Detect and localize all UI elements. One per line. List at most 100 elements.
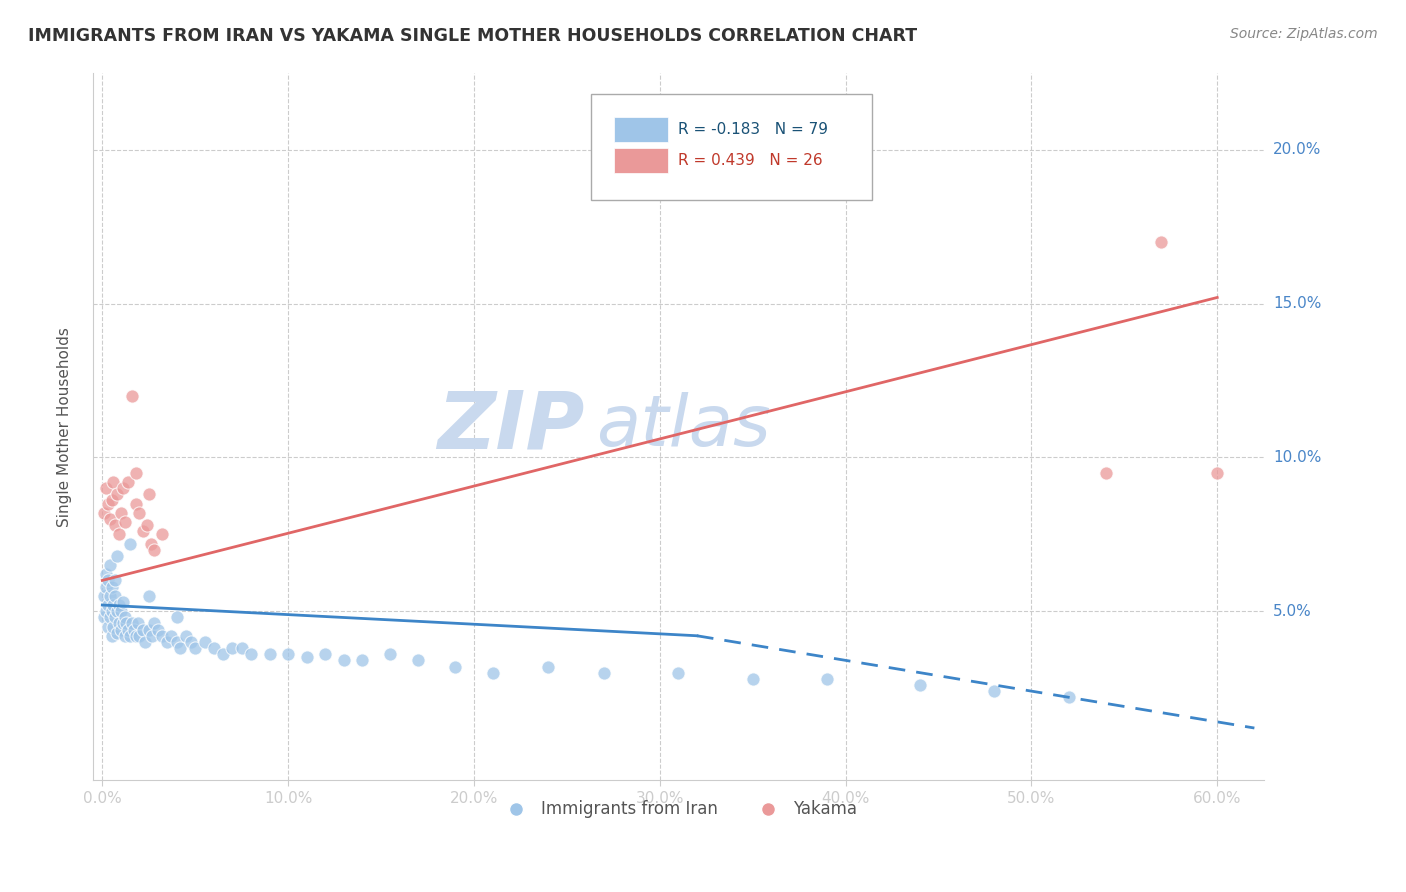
Point xyxy=(108,616,131,631)
Point xyxy=(98,512,121,526)
Point xyxy=(132,623,155,637)
Point xyxy=(593,665,616,680)
Point xyxy=(666,665,689,680)
Point xyxy=(1206,466,1229,480)
Point xyxy=(105,604,128,618)
Point xyxy=(94,567,117,582)
Point xyxy=(1150,235,1173,249)
Point xyxy=(352,653,374,667)
Point xyxy=(741,672,763,686)
Point xyxy=(121,616,143,631)
Point xyxy=(93,589,115,603)
Point xyxy=(97,598,120,612)
Text: atlas: atlas xyxy=(596,392,770,461)
Legend: Immigrants from Iran, Yakama: Immigrants from Iran, Yakama xyxy=(494,794,863,825)
Point xyxy=(97,619,120,633)
Point xyxy=(115,616,138,631)
Point xyxy=(110,506,132,520)
Point xyxy=(111,481,134,495)
Point xyxy=(97,574,120,588)
Point xyxy=(121,389,143,403)
Point xyxy=(143,542,166,557)
Point xyxy=(94,604,117,618)
Point xyxy=(104,610,127,624)
Point xyxy=(125,466,148,480)
Point xyxy=(100,629,122,643)
Point xyxy=(815,672,838,686)
Point xyxy=(212,647,235,661)
Text: 20.0%: 20.0% xyxy=(1272,143,1322,157)
Point xyxy=(150,527,173,541)
Point xyxy=(100,604,122,618)
Point xyxy=(908,678,931,692)
Y-axis label: Single Mother Households: Single Mother Households xyxy=(58,326,72,526)
Point xyxy=(117,475,139,489)
Point xyxy=(104,574,127,588)
Point xyxy=(98,558,121,572)
Point xyxy=(1057,690,1080,705)
Point xyxy=(134,635,156,649)
Point xyxy=(100,493,122,508)
Point xyxy=(139,536,162,550)
Point xyxy=(105,625,128,640)
Point xyxy=(120,629,142,643)
Point xyxy=(127,616,149,631)
Point xyxy=(406,653,429,667)
Point xyxy=(193,635,215,649)
Point xyxy=(239,647,262,661)
Point xyxy=(295,650,318,665)
FancyBboxPatch shape xyxy=(614,148,668,173)
Text: Source: ZipAtlas.com: Source: ZipAtlas.com xyxy=(1230,27,1378,41)
Point xyxy=(333,653,356,667)
FancyBboxPatch shape xyxy=(591,95,872,201)
Point xyxy=(104,518,127,533)
Point xyxy=(103,475,125,489)
Point xyxy=(100,580,122,594)
Point xyxy=(98,610,121,624)
Point xyxy=(94,481,117,495)
Point xyxy=(166,610,188,624)
Point xyxy=(138,623,160,637)
Point xyxy=(160,629,183,643)
Point xyxy=(110,623,132,637)
Text: ZIP: ZIP xyxy=(437,388,585,466)
Point xyxy=(97,496,120,510)
Point xyxy=(146,623,169,637)
Point xyxy=(135,518,157,533)
Point xyxy=(202,641,225,656)
Point xyxy=(105,487,128,501)
Point xyxy=(138,487,160,501)
Point xyxy=(110,604,132,618)
Point xyxy=(184,641,207,656)
Point xyxy=(104,589,127,603)
Point xyxy=(103,598,125,612)
Point xyxy=(180,635,202,649)
Point xyxy=(314,647,336,661)
Point xyxy=(114,515,136,529)
Point xyxy=(93,506,115,520)
Point xyxy=(128,506,150,520)
Point xyxy=(132,524,155,539)
Point xyxy=(125,629,148,643)
Point xyxy=(114,629,136,643)
Text: 5.0%: 5.0% xyxy=(1272,604,1312,619)
Point xyxy=(537,659,560,673)
Point xyxy=(94,580,117,594)
Point xyxy=(111,616,134,631)
Point xyxy=(143,616,166,631)
Point xyxy=(114,610,136,624)
Point xyxy=(93,610,115,624)
Point xyxy=(117,623,139,637)
Point xyxy=(481,665,503,680)
Point xyxy=(1094,466,1116,480)
Point xyxy=(98,589,121,603)
Point xyxy=(156,635,179,649)
Text: R = -0.183   N = 79: R = -0.183 N = 79 xyxy=(678,122,828,137)
Text: R = 0.439   N = 26: R = 0.439 N = 26 xyxy=(678,153,823,169)
Point xyxy=(259,647,281,661)
Point xyxy=(150,629,173,643)
Point xyxy=(120,536,142,550)
Point xyxy=(231,641,253,656)
Point xyxy=(108,598,131,612)
Text: 15.0%: 15.0% xyxy=(1272,296,1322,311)
